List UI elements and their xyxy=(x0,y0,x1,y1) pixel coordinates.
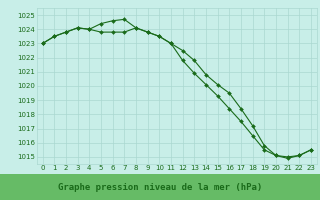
Text: Graphe pression niveau de la mer (hPa): Graphe pression niveau de la mer (hPa) xyxy=(58,182,262,192)
